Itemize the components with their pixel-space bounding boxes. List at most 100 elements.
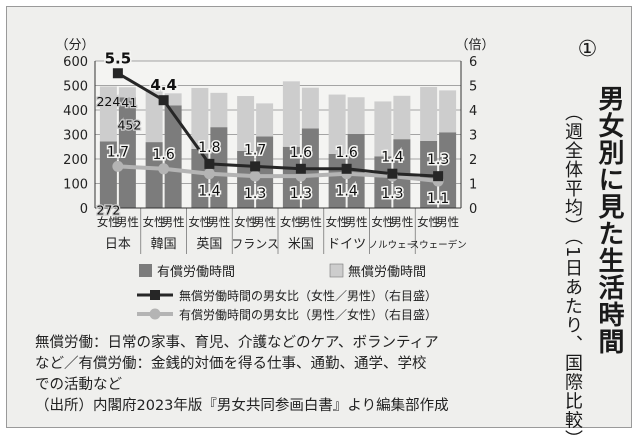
x-sex-label-male: 男性 [162, 215, 185, 229]
y-left-tick-label: 400 [63, 104, 88, 119]
chart-panel: 0 0 100 1 200 2 300 3 400 4 500 5 600 6 （分） （倍） 女性 男性 日本 女性… [6, 6, 633, 448]
chart-subtitle: （週全体平均）（1日あたり、国際比較） [562, 103, 583, 448]
y-right-tick-label: 0 [469, 202, 477, 217]
x-sex-label-female: 女性 [280, 215, 303, 229]
label-unpaid-ratio: 1.4 [381, 150, 403, 166]
y-right-tick-label: 1 [469, 178, 477, 193]
y-right-tick-label: 5 [469, 80, 477, 95]
legend-label-unpaid: 無償労働時間 [348, 265, 426, 280]
x-sex-label-female: 女性 [417, 215, 440, 229]
label-paid-ratio: 1.3 [244, 186, 266, 202]
bar-unpaid-male [164, 93, 182, 106]
label-unpaid-ratio: 1.3 [427, 152, 449, 168]
y-right-unit: （倍） [455, 38, 494, 53]
x-country-label: 日本 [105, 237, 131, 252]
source-note: （出所）内閣府2023年版『男女共同参画白書』より編集部作成 [35, 398, 449, 414]
point-unpaid-ratio [158, 95, 169, 106]
x-sex-label-male: 男性 [253, 215, 276, 229]
y-right-tick-label: 6 [469, 55, 477, 70]
x-country-label: 韓国 [151, 237, 177, 252]
point-paid-ratio [249, 170, 261, 182]
bar-unpaid-female [191, 87, 209, 149]
y-right-tick-label: 4 [469, 104, 477, 119]
bar-paid-male [210, 127, 228, 208]
label-japan-male-unpaid: 41 [121, 95, 137, 110]
label-paid-ratio: 1.6 [152, 147, 174, 163]
x-sex-label-male: 男性 [116, 215, 139, 229]
label-unpaid-ratio: 1.7 [244, 142, 266, 158]
legend-swatch-unpaid [329, 263, 344, 278]
bar-paid-male [118, 97, 136, 208]
note-unpaid-definition: 無償労働：日常の家事、育児、介護などのケア、ボランティア [35, 335, 439, 351]
x-country-label: スウェーデン [410, 239, 467, 251]
x-country-label: フランス [231, 237, 279, 251]
x-sex-label-male: 男性 [299, 215, 322, 229]
bar-unpaid-male [393, 95, 411, 140]
label-paid-ratio: 1.7 [107, 144, 129, 160]
y-left-tick-label: 600 [63, 55, 88, 70]
y-right-tick-label: 2 [469, 153, 477, 168]
bar-unpaid-female [374, 101, 392, 157]
x-country-label: 米国 [288, 237, 314, 252]
bar-paid-female [145, 142, 163, 208]
y-left-tick-label: 300 [63, 129, 88, 144]
point-unpaid-ratio [295, 163, 306, 174]
label-unpaid-ratio: 4.4 [150, 76, 177, 94]
x-sex-label-male: 男性 [207, 215, 230, 229]
bar-unpaid-female [328, 94, 346, 154]
y-left-tick-label: 500 [63, 80, 88, 95]
x-sex-label-female: 女性 [326, 215, 349, 229]
bar-paid-male [439, 132, 457, 208]
point-unpaid-ratio [387, 168, 398, 179]
x-sex-label-male: 男性 [390, 215, 413, 229]
y-left-unit: （分） [55, 38, 94, 53]
bar-unpaid-female [420, 86, 438, 141]
line-unpaid-ratio [117, 71, 439, 178]
legend-marker-unpaid-ratio [150, 290, 160, 300]
y-left-tick-label: 0 [80, 202, 88, 217]
label-unpaid-ratio: 1.6 [290, 145, 312, 161]
x-sex-label-female: 女性 [371, 215, 394, 229]
label-unpaid-ratio: 5.5 [105, 49, 132, 67]
legend-swatch-paid [139, 264, 152, 277]
x-country-label: 英国 [196, 237, 222, 252]
bar-paid-female [191, 148, 209, 208]
label-paid-ratio: 1.4 [335, 184, 357, 200]
legend-label-paid-ratio: 有償労働時間の男女比（男性／女性）（右目盛） [179, 307, 437, 322]
bar-unpaid-male [210, 92, 228, 128]
x-sex-label-female: 女性 [188, 215, 211, 229]
bar-paid-male [164, 105, 182, 208]
note-paid-definition-cont: での活動など [35, 377, 122, 393]
bar-unpaid-female [99, 86, 117, 142]
bar-paid-male [256, 136, 274, 208]
label-japan-male-paid: 452 [117, 117, 141, 132]
x-sex-label-female: 女性 [143, 215, 166, 229]
bar-paid-female [99, 141, 117, 208]
bar-unpaid-male [301, 87, 319, 129]
bar-paid-female [374, 156, 392, 208]
title-block: ① 男女別に見た生活時間 （週全体平均）（1日あたり、国際比較） [555, 37, 633, 448]
x-country-label: ドイツ [327, 237, 366, 252]
bar-unpaid-male [256, 103, 274, 137]
point-unpaid-ratio [250, 161, 261, 172]
label-paid-ratio: 1.3 [381, 186, 403, 202]
label-unpaid-ratio: 1.8 [198, 140, 220, 156]
label-japan-female-paid: 272 [96, 203, 120, 218]
y-left-tick-label: 100 [63, 178, 88, 193]
bar-unpaid-male [347, 97, 365, 135]
chart-title: 男女別に見た生活時間 [594, 85, 624, 355]
x-sex-label-female: 女性 [234, 215, 257, 229]
label-japan-female-unpaid: 224 [96, 94, 120, 109]
x-sex-label-male: 男性 [345, 215, 368, 229]
label-paid-ratio: 1.4 [198, 184, 220, 200]
label-paid-ratio: 1.3 [290, 186, 312, 202]
note-paid-definition: など／有償労働：金銭的対価を得る仕事、通勤、通学、学校 [35, 356, 427, 372]
bar-unpaid-female [145, 89, 163, 143]
label-unpaid-ratio: 1.6 [335, 145, 357, 161]
legend-label-unpaid-ratio: 無償労働時間の男女比（女性／男性）（右目盛） [179, 288, 437, 303]
bar-unpaid-female [237, 96, 255, 151]
point-unpaid-ratio [341, 163, 352, 174]
point-unpaid-ratio [433, 171, 444, 182]
x-country-label: ノルウェー [369, 240, 417, 251]
line-paid-ratio [117, 164, 439, 184]
